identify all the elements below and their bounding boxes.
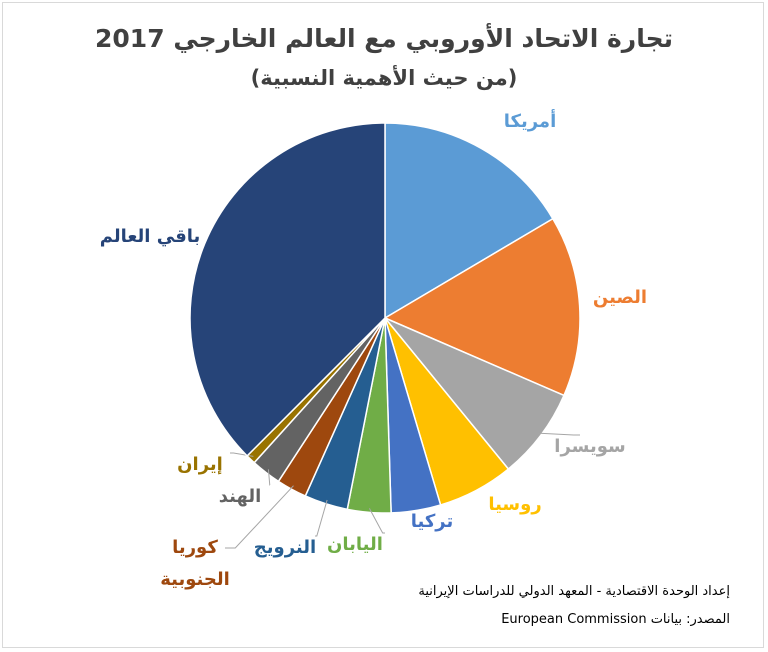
slice-label: إيران (177, 454, 223, 475)
slice-label: اليابان (327, 534, 383, 555)
pie-slice (383, 217, 581, 397)
pie-slice (384, 122, 554, 320)
pie-slice (384, 317, 565, 471)
leader-line (537, 432, 580, 436)
pie-slice (189, 122, 386, 457)
slice-label: كوريا الجنوبية (160, 537, 230, 590)
leader-line (267, 469, 271, 486)
slice-label: باقي العالم (99, 226, 201, 247)
slice-label: النرويج (253, 537, 317, 558)
credit-note: إعداد الوحدة الاقتصادية - المعهد الدولي … (418, 584, 730, 599)
slice-label: الصين (592, 287, 648, 308)
chart-title: تجارة الاتحاد الأوروبي مع العالم الخارجي… (95, 24, 673, 53)
slice-label: تركيا (410, 511, 454, 532)
slice-label: الهند (218, 486, 262, 507)
leader-line (315, 499, 328, 537)
slice-label: سويسرا (554, 436, 626, 457)
leader-line (225, 485, 294, 549)
chart-subtitle: (من حيث الأهمية النسبية) (250, 66, 518, 90)
leader-line (368, 508, 385, 534)
slice-label: روسيا (488, 494, 542, 515)
slice-label: أمريكا (503, 111, 557, 132)
source-note: المصدر: بيانات European Commission (501, 612, 730, 627)
